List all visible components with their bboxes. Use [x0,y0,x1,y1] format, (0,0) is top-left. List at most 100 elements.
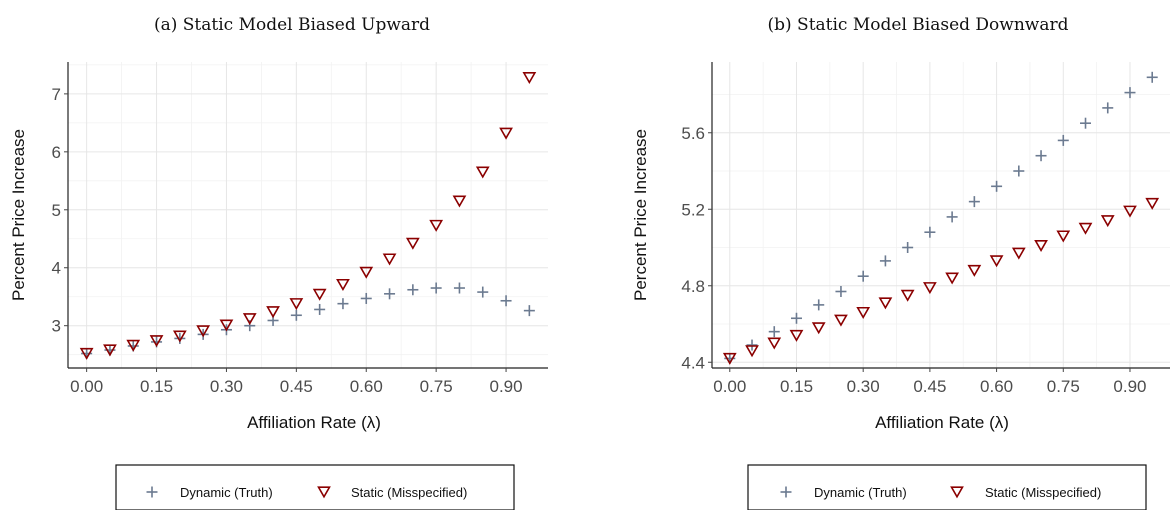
static-point [522,72,537,85]
x-tick-label: 0.30 [210,377,243,396]
static-point [789,329,804,342]
dynamic-point [902,242,914,254]
legend-triangle-icon [950,486,964,499]
panel-a-legend-dynamic-marker [146,486,158,498]
panel-b-y-axis-label: Percent Price Increase [631,129,650,301]
dynamic-point [477,286,489,298]
x-tick-label: 0.75 [420,377,453,396]
static-point [945,272,959,285]
static-point [989,255,1004,268]
panel-a-y-ticks: 3 4 5 6 7 [52,85,68,336]
x-tick-label: 0.60 [980,377,1013,396]
panel-b-x-ticks: 0.00 0.15 0.30 0.45 0.60 0.75 0.90 [713,368,1147,396]
dynamic-point [384,288,396,300]
dynamic-point [314,303,326,315]
static-point [475,166,490,179]
panel-a-legend-static-label: Static (Misspecified) [351,485,467,500]
dynamic-point [1013,165,1025,177]
x-tick-label: 0.15 [780,377,813,396]
panel-b-legend-static-marker [950,486,964,499]
static-point [242,313,257,326]
panel-a: (a) Static Model Biased Upward 0.00 0.15 0… [9,15,548,510]
legend-plus-icon [780,486,792,498]
panel-b-legend: Dynamic (Truth) Static (Misspecified) [747,464,1147,510]
static-point [1056,230,1071,243]
dynamic-point [768,326,780,338]
panel-b-grid [712,62,1170,368]
dynamic-point [790,312,802,324]
static-point [1078,222,1093,235]
static-point [172,330,187,343]
dynamic-point [1124,87,1136,99]
static-point [767,337,782,350]
static-point [149,335,164,348]
static-point [1011,247,1026,260]
x-tick-label: 0.00 [70,377,103,396]
x-tick-label: 0.45 [280,377,313,396]
dynamic-point [430,282,442,294]
dynamic-point [857,270,869,282]
panel-a-y-axis-label: Percent Price Increase [9,129,28,301]
static-point [103,344,117,357]
panel-b: (b) Static Model Biased Downward 0.00 0.1… [631,15,1170,510]
static-point [745,345,759,358]
panel-a-legend: Dynamic (Truth) Static (Misspecified) [115,464,515,510]
panel-b-y-ticks: 4.4 4.8 5.2 5.6 [681,124,712,372]
dynamic-point [337,298,349,310]
static-point [834,314,848,327]
y-tick-label: 3 [52,317,61,336]
dynamic-point [1080,117,1092,129]
static-point [1100,215,1115,228]
y-tick-label: 5 [52,201,61,220]
dynamic-point [746,339,758,351]
y-tick-label: 4 [52,259,61,278]
x-tick-label: 0.60 [350,377,383,396]
dynamic-point [879,255,891,267]
static-point [429,219,444,232]
static-point [1123,205,1137,218]
static-point [219,319,234,332]
dynamic-point [500,295,512,307]
panel-b-title: (b) Static Model Biased Downward [768,15,1069,35]
x-tick-label: 0.45 [913,377,946,396]
dynamic-point [523,305,535,317]
static-point [1034,240,1048,253]
dynamic-point [946,211,958,223]
panel-b-axes [711,62,1170,369]
panel-b-points [722,71,1160,365]
panel-b-legend-box [747,464,1147,510]
dynamic-point [991,180,1003,192]
static-point [336,278,350,291]
static-point [79,347,94,360]
static-point [266,306,280,319]
y-tick-label: 5.6 [681,124,705,143]
x-tick-label: 0.00 [713,377,746,396]
legend-triangle-icon [317,486,331,499]
x-tick-label: 0.90 [1113,377,1146,396]
static-point [811,322,826,335]
static-point [856,306,871,319]
y-tick-label: 5.2 [681,200,705,219]
dynamic-point [290,309,302,321]
x-tick-label: 0.90 [490,377,523,396]
panel-a-grid [68,62,548,368]
static-point [923,282,937,295]
static-point [1145,197,1160,210]
static-point [289,298,304,311]
dynamic-point [1035,150,1047,162]
panel-a-legend-dynamic-label: Dynamic (Truth) [180,485,273,500]
dynamic-point [1057,134,1069,146]
panel-b-legend-dynamic-marker [780,486,792,498]
panel-b-x-axis-label: Affiliation Rate (λ) [875,413,1009,432]
panel-a-points [79,72,537,360]
dynamic-point [407,284,419,296]
static-point [499,127,513,140]
panel-a-legend-box [115,464,515,510]
static-point [967,264,982,277]
panel-a-x-axis-label: Affiliation Rate (λ) [247,413,381,432]
x-tick-label: 0.75 [1047,377,1080,396]
y-tick-label: 4.4 [681,353,705,372]
dynamic-point [835,286,847,297]
panel-a-axes [67,62,548,369]
